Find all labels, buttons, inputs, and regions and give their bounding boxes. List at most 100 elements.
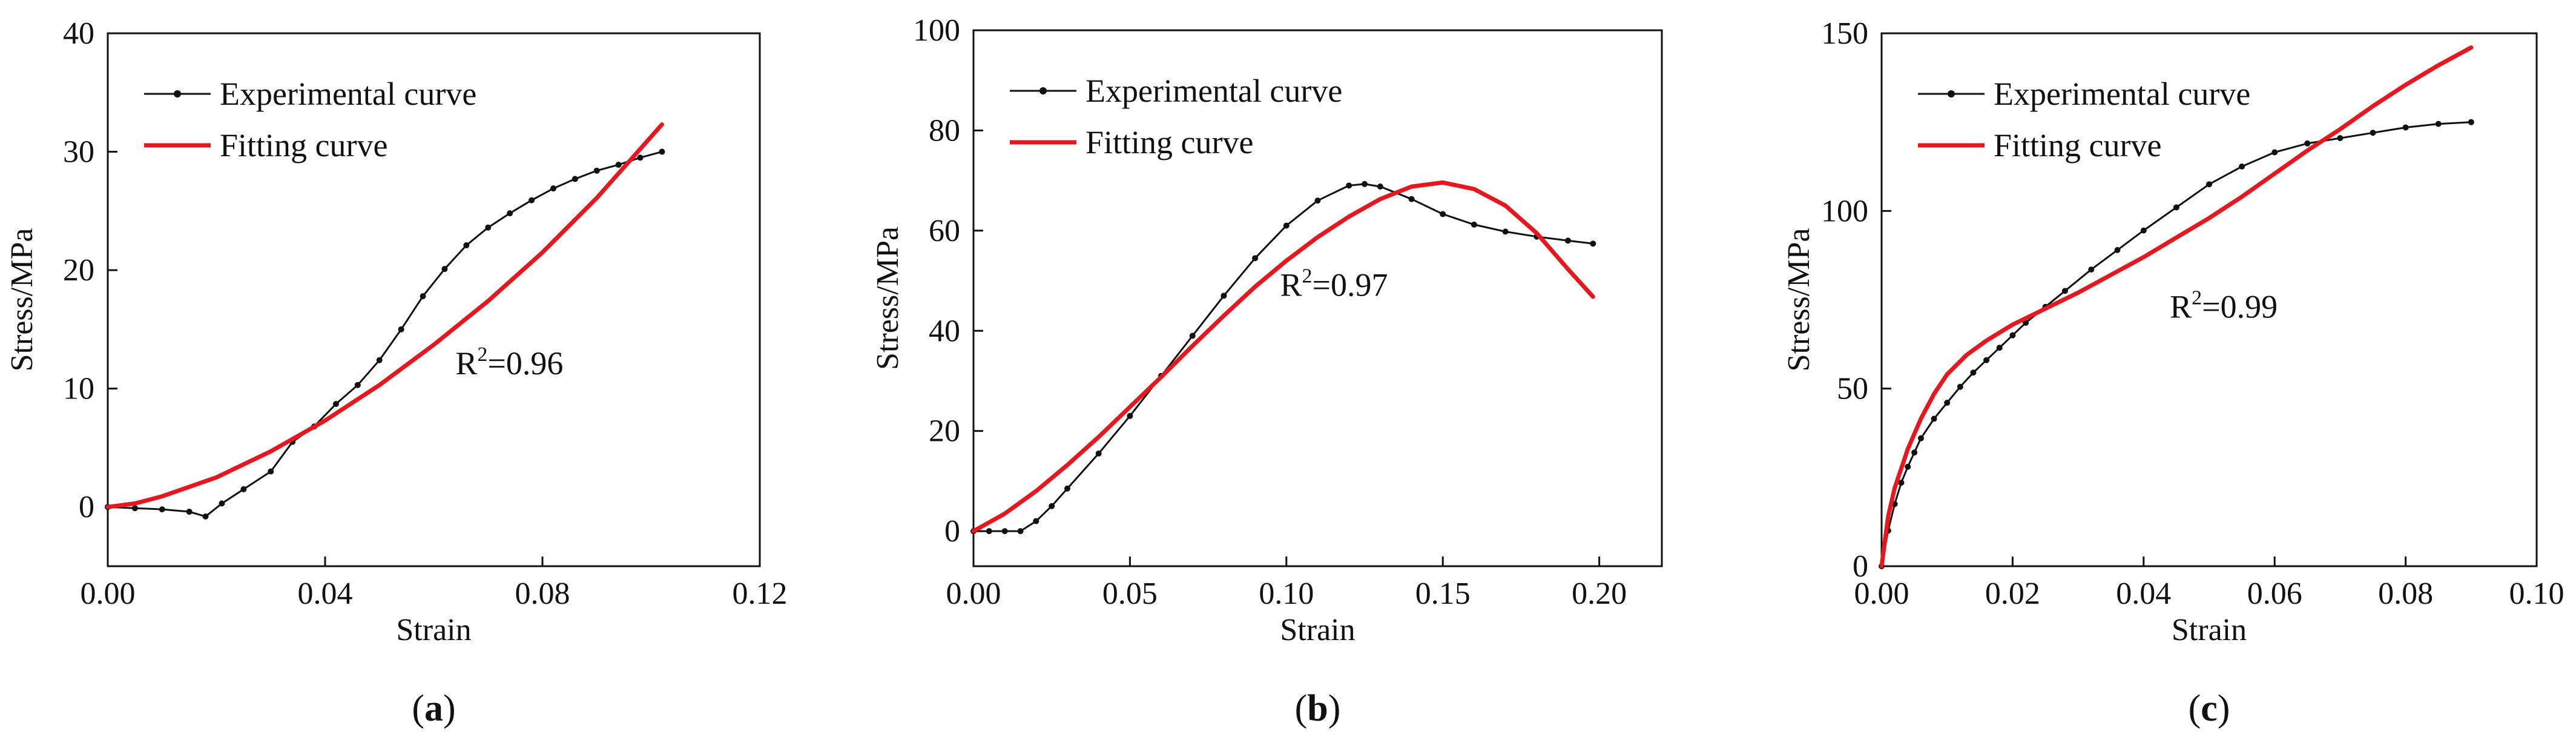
experimental-data-point <box>659 148 665 155</box>
experimental-data-point <box>463 242 470 249</box>
panel-caption-letter: b <box>1307 688 1328 729</box>
panel-caption-open: ( <box>1295 688 1308 729</box>
x-tick-label: 0.04 <box>298 576 353 611</box>
experimental-data-point <box>1346 182 1352 189</box>
x-tick-label: 0.12 <box>733 576 788 611</box>
experimental-data-point <box>1944 400 1951 406</box>
experimental-data-point <box>2061 288 2068 294</box>
experimental-data-point <box>1911 449 1918 456</box>
x-axis-label: Strain <box>396 613 471 647</box>
experimental-data-point <box>2239 164 2245 170</box>
legend-experimental-marker <box>1039 87 1047 94</box>
experimental-data-point <box>1931 415 1937 422</box>
y-tick-label: 0 <box>79 490 94 524</box>
x-tick-label: 0.15 <box>1415 576 1471 611</box>
y-tick-label: 80 <box>929 113 960 148</box>
experimental-data-point <box>202 513 209 520</box>
experimental-data-point <box>1017 528 1024 535</box>
r-squared-superscript: 2 <box>2192 286 2202 309</box>
r-squared-base: R <box>1280 266 1302 303</box>
experimental-data-point <box>219 500 225 507</box>
experimental-data-point <box>1996 345 2003 351</box>
y-tick-label: 0 <box>1853 549 1868 584</box>
experimental-data-point <box>1001 528 1008 535</box>
y-tick-label: 10 <box>63 372 94 406</box>
x-tick-label: 0.10 <box>2509 576 2564 611</box>
experimental-data-point <box>1590 240 1596 247</box>
legend-experimental-label: Experimental curve <box>1994 76 2250 112</box>
r-squared-base: R <box>2170 288 2192 325</box>
legend-fitting-label: Fitting curve <box>220 127 387 164</box>
y-axis-label: Stress/MPa <box>871 226 905 370</box>
r-squared-annotation: R2=0.99 <box>2170 286 2278 325</box>
panel-caption-close: ) <box>1328 688 1341 729</box>
experimental-data-point <box>268 468 274 475</box>
experimental-data-point <box>550 185 556 192</box>
r-squared-value: =0.99 <box>2202 288 2278 325</box>
experimental-data-point <box>186 509 193 515</box>
experimental-data-point <box>1564 237 1571 244</box>
experimental-data-point <box>2088 266 2095 273</box>
experimental-data-point <box>529 197 535 203</box>
experimental-data-point <box>1970 369 1977 376</box>
panel-caption-letter: c <box>2201 688 2218 729</box>
experimental-curve-line <box>1880 121 2472 567</box>
x-tick-label: 0.08 <box>2378 576 2433 611</box>
experimental-data-point <box>1898 480 1905 486</box>
experimental-data-point <box>1049 503 1055 509</box>
x-tick-label: 0.05 <box>1102 576 1158 611</box>
experimental-data-point <box>131 505 138 512</box>
x-tick-label: 0.08 <box>515 576 570 611</box>
stress-strain-chart-b: 0.00 0.05 0.10 0.15 0.20 0 20 40 60 80 100 Strain St… <box>871 13 1663 729</box>
experimental-data-point <box>2370 130 2376 136</box>
y-tick-label: 150 <box>1821 16 1868 51</box>
experimental-data-point <box>1314 197 1321 204</box>
x-axis-label: Strain <box>1280 613 1355 647</box>
panel-caption-open: ( <box>412 688 424 729</box>
experimental-data-point <box>420 293 426 300</box>
panel-caption: (c) <box>2189 688 2230 729</box>
stress-strain-chart-c: 0.00 0.02 0.04 0.06 0.08 0.10 0 50 100 150 Strain S… <box>1782 16 2564 729</box>
y-axis-label: Stress/MPa <box>1782 228 1816 372</box>
experimental-data-point <box>1502 228 1509 235</box>
experimental-data-point <box>2206 181 2212 188</box>
r-squared-superscript: 2 <box>477 343 487 366</box>
experimental-data-point <box>2435 121 2442 127</box>
legend-experimental-label: Experimental curve <box>1085 73 1342 109</box>
experimental-data-point <box>159 506 165 513</box>
chart-panel-c: 0.00 0.02 0.04 0.06 0.08 0.10 0 50 100 150 Strain S… <box>1719 0 2576 740</box>
experimental-data-point <box>1252 255 1259 262</box>
fitting-curve-line <box>1879 45 2474 569</box>
experimental-data-point <box>1957 383 1963 390</box>
experimental-data-point <box>615 162 622 168</box>
chart-panel-a: 0.00 0.04 0.08 0.12 0 10 20 30 40 Strain Stress/MP… <box>0 0 860 740</box>
experimental-data-point <box>354 382 361 388</box>
experimental-data-point <box>240 486 247 492</box>
experimental-data-point <box>485 224 492 231</box>
y-tick-label: 60 <box>929 214 960 248</box>
experimental-data-point <box>1095 450 1102 457</box>
experimental-data-point <box>1362 180 1368 187</box>
legend-fitting-label: Fitting curve <box>1085 124 1253 160</box>
experimental-data-point <box>1905 463 1911 470</box>
experimental-data-point <box>1033 518 1039 524</box>
experimental-data-point <box>376 357 383 363</box>
experimental-curve-line <box>972 183 1594 532</box>
experimental-curve-line <box>107 151 663 518</box>
experimental-data-point <box>441 266 448 273</box>
panel-caption: (b) <box>1295 688 1341 729</box>
fitting-curve-line <box>971 180 1595 534</box>
panel-caption-letter: a <box>424 688 443 729</box>
experimental-data-point <box>1189 332 1196 339</box>
y-tick-label: 0 <box>944 514 960 549</box>
y-tick-label: 40 <box>63 16 94 51</box>
stress-strain-chart-a: 0.00 0.04 0.08 0.12 0 10 20 30 40 Strain Stress/MP… <box>5 16 788 729</box>
y-tick-label: 40 <box>929 314 960 348</box>
experimental-data-point <box>986 528 992 535</box>
panel-caption-close: ) <box>443 688 456 729</box>
panel-caption: (a) <box>412 688 455 729</box>
y-axis-label: Stress/MPa <box>5 228 39 372</box>
experimental-data-point <box>572 176 578 182</box>
y-tick-label: 100 <box>913 13 960 48</box>
experimental-data-point <box>1377 183 1383 190</box>
